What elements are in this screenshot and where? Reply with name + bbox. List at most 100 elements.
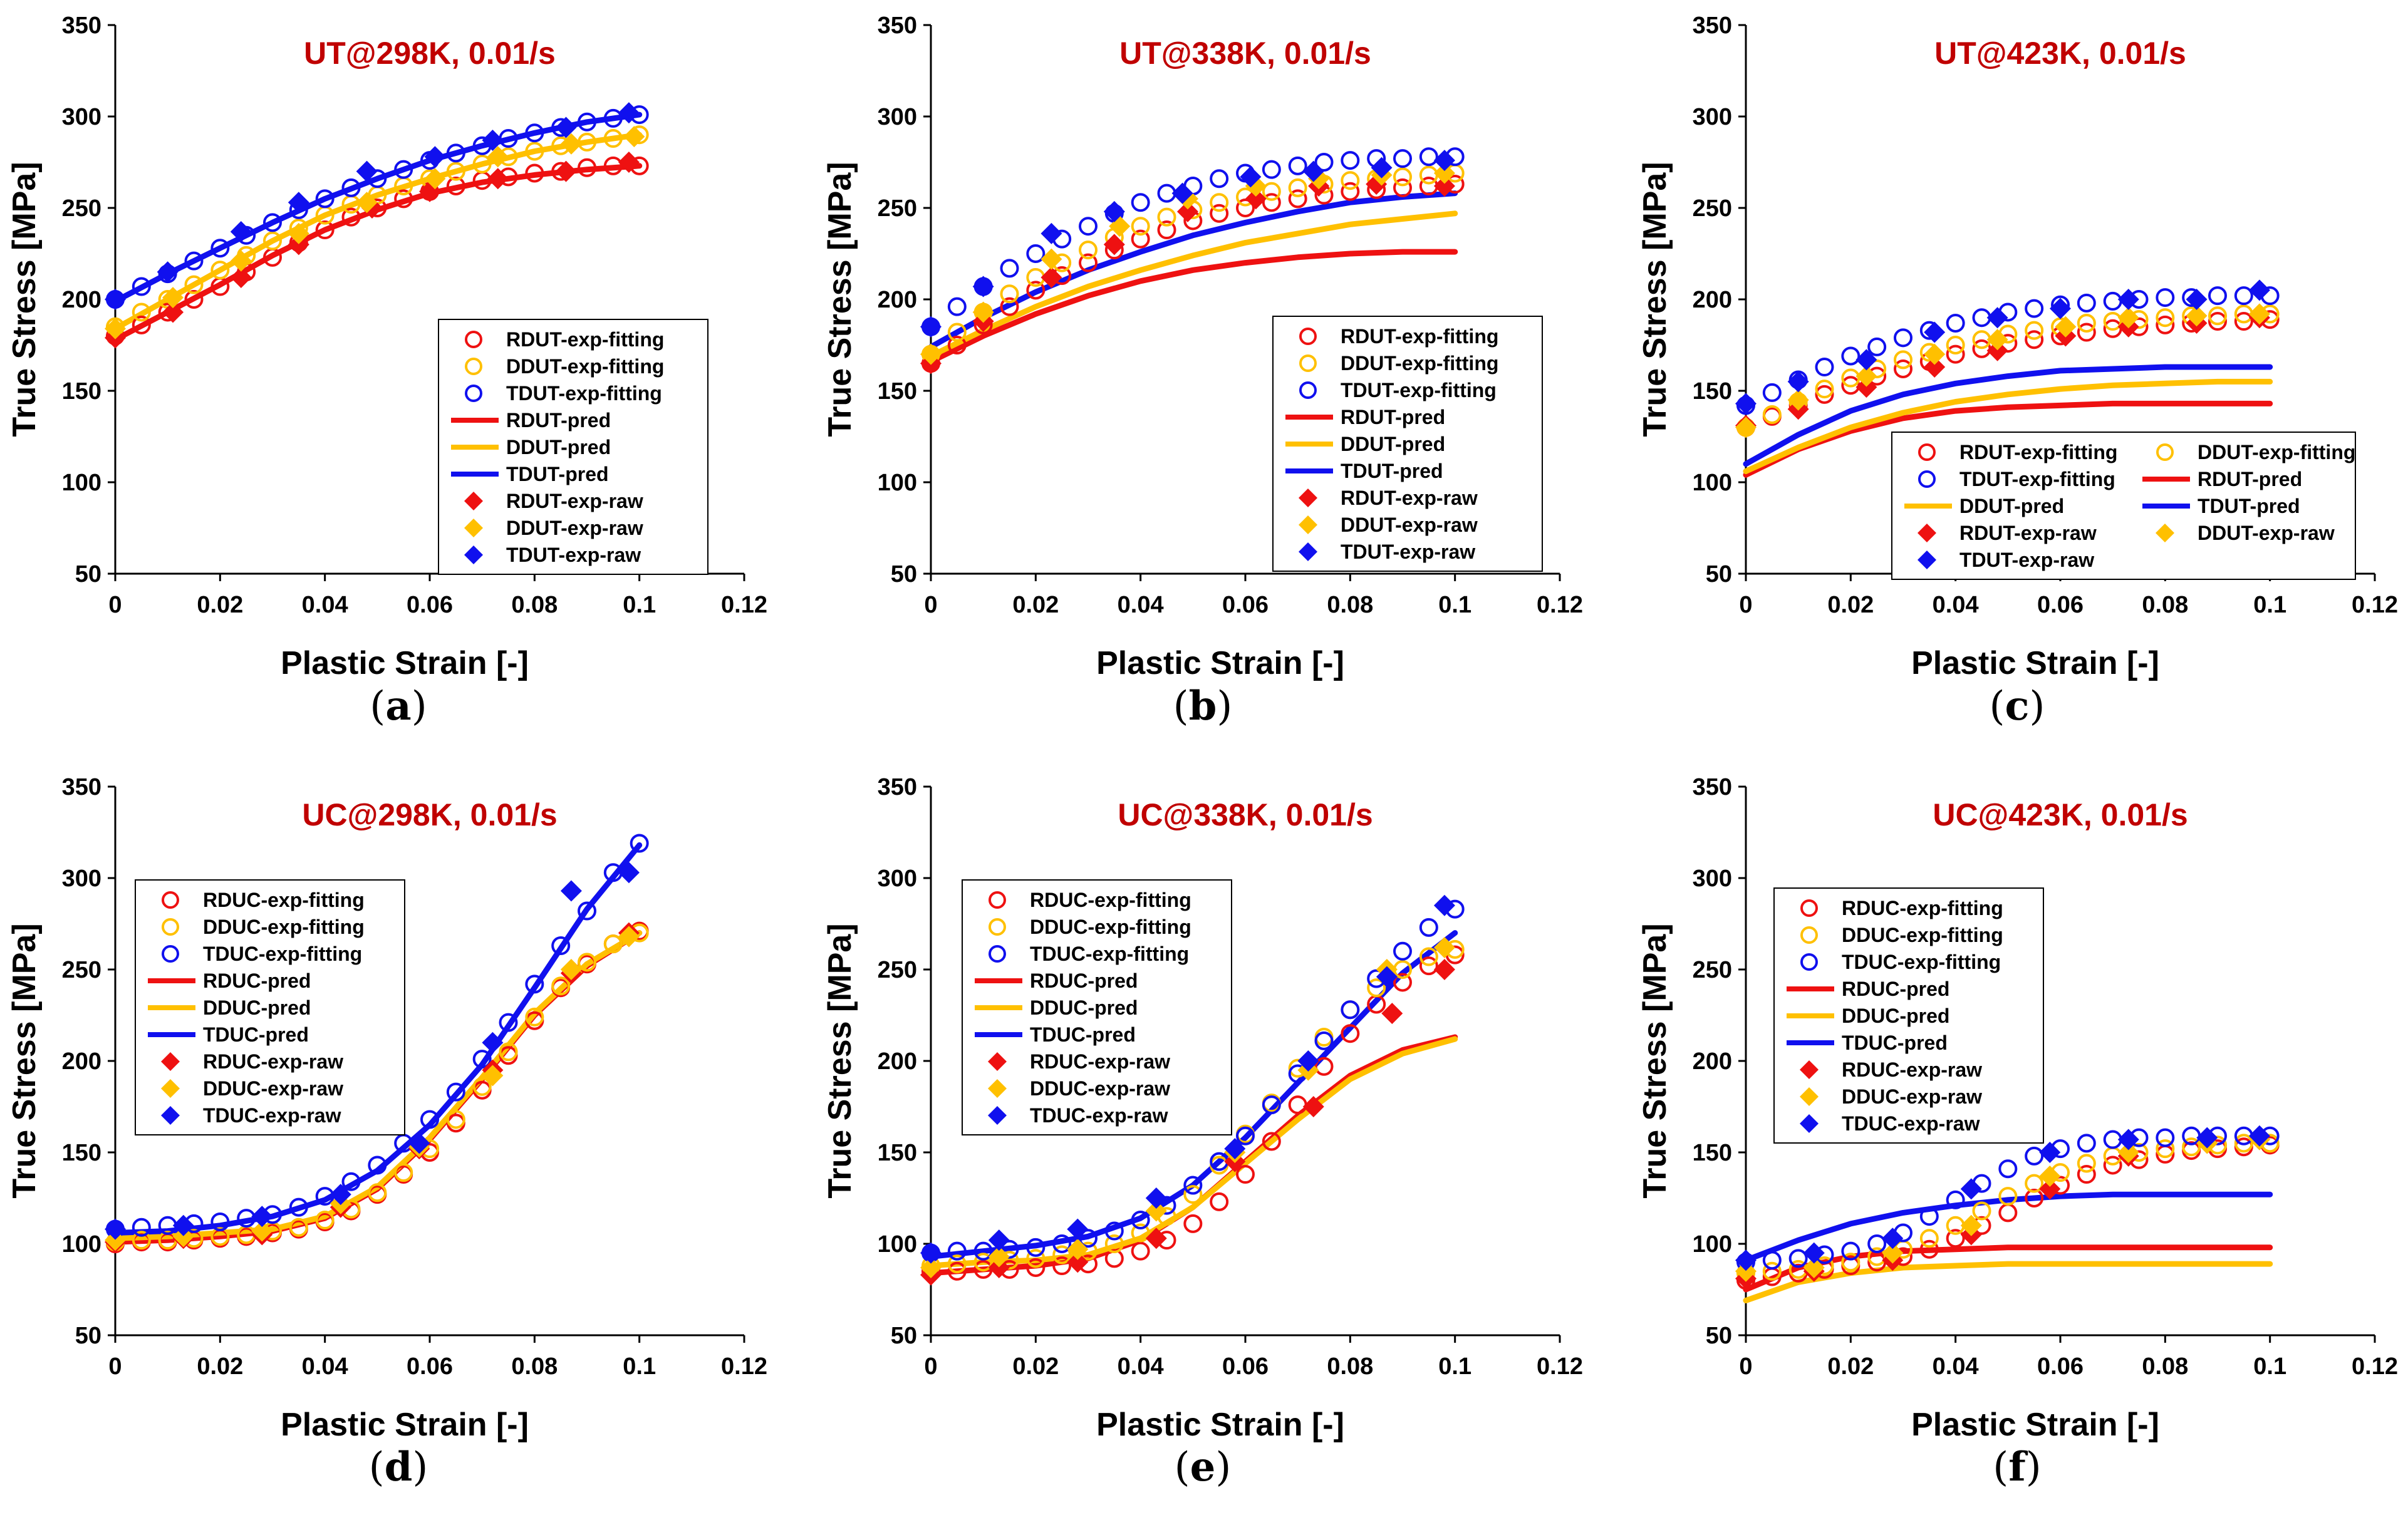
data-point-TDUT-exp-fitting xyxy=(578,112,596,132)
data-point-TDUT-exp-fitting xyxy=(2077,293,2096,313)
legend-label: RDUC-exp-raw xyxy=(1842,1058,1982,1081)
y-tick-label: 250 xyxy=(62,195,101,222)
data-point-RDUC-exp-raw xyxy=(1433,959,1455,980)
data-point-RDUT-exp-fitting xyxy=(2208,312,2227,331)
y-tick-label: 350 xyxy=(62,13,101,39)
series-line-DDUT-pred xyxy=(928,210,1458,359)
data-point-DDUC-exp-fitting xyxy=(132,1231,151,1250)
legend-label: RDUT-exp-raw xyxy=(506,490,643,512)
panel-label-b: (b) xyxy=(1173,683,1233,730)
data-point-DDUT-exp-raw xyxy=(487,146,509,168)
data-point-TDUC-exp-raw xyxy=(1882,1228,1904,1249)
x-tick-label: 0.02 xyxy=(1012,1353,1059,1380)
data-point-TDUT-exp-raw xyxy=(1433,150,1455,172)
y-tick-label: 350 xyxy=(878,13,917,39)
data-point-DDUT-exp-raw xyxy=(424,168,446,190)
chart-title: UT@338K, 0.01/s xyxy=(1119,36,1371,71)
data-point-DDUT-exp-raw xyxy=(105,318,126,339)
data-point-TDUT-exp-fitting xyxy=(132,277,151,296)
data-point-DDUC-exp-fitting xyxy=(1419,947,1438,966)
legend-label: TDUC-exp-fitting xyxy=(1842,951,2001,973)
series-line-DDUT-pred xyxy=(1743,378,2273,474)
data-point-RDUC-exp-fitting xyxy=(1314,1057,1334,1076)
legend-label: DDUC-exp-fitting xyxy=(1842,924,2003,946)
legend-label: TDUT-pred xyxy=(1341,460,1443,482)
data-point-DDUT-exp-fitting xyxy=(132,302,151,322)
x-tick-label: 0.06 xyxy=(407,592,453,618)
data-point-TDUC-exp-fitting xyxy=(2156,1128,2175,1147)
data-point-DDUC-exp-fitting xyxy=(210,1227,230,1246)
legend-label: DDUC-exp-fitting xyxy=(203,916,365,938)
data-point-RDUC-exp-fitting xyxy=(1236,1165,1255,1184)
data-point-TDUC-exp-fitting xyxy=(289,1197,308,1217)
data-point-DDUT-exp-fitting xyxy=(1419,165,1438,185)
y-tick-label: 300 xyxy=(1693,104,1732,130)
panel-label-d: (d) xyxy=(368,1444,428,1491)
y-tick-label: 150 xyxy=(62,378,101,405)
legend-label: TDUT-pred xyxy=(2198,495,2300,517)
y-tick-label: 300 xyxy=(62,104,101,130)
data-point-DDUC-exp-fitting xyxy=(499,1042,518,1062)
data-point-TDUT-exp-raw xyxy=(424,146,446,168)
data-point-TDUC-exp-fitting xyxy=(368,1156,387,1175)
data-point-RDUT-exp-raw xyxy=(1986,339,2008,361)
x-tick-label: 0.04 xyxy=(1118,592,1164,618)
data-point-RDUC-exp-fitting xyxy=(1210,1192,1229,1211)
legend-label: DDUT-pred xyxy=(1959,495,2064,517)
legend-label: TDUT-exp-fitting xyxy=(1341,379,1497,401)
legend-label: TDUT-exp-raw xyxy=(506,544,641,566)
data-point-RDUT-exp-raw xyxy=(162,301,184,323)
data-point-TDUC-exp-raw xyxy=(330,1184,351,1206)
data-point-DDUT-exp-raw xyxy=(162,287,184,309)
data-point-TDUT-exp-fitting xyxy=(1946,313,1965,333)
x-tick-label: 0.1 xyxy=(623,592,656,618)
y-tick-label: 100 xyxy=(878,1231,917,1258)
data-point-DDUC-exp-raw xyxy=(1735,1260,1757,1282)
data-point-TDUT-exp-fitting xyxy=(315,189,335,209)
legend-marker xyxy=(1299,354,1317,372)
data-point-RDUC-exp-fitting xyxy=(1919,1239,1939,1259)
data-point-TDUC-exp-fitting xyxy=(499,1013,518,1032)
legend-marker xyxy=(1918,524,1936,542)
data-point-DDUC-exp-raw xyxy=(105,1229,126,1251)
data-point-DDUT-exp-fitting xyxy=(1393,167,1412,187)
legend-label: TDUT-exp-raw xyxy=(1959,549,2094,571)
data-point-RDUT-exp-fitting xyxy=(1026,281,1046,300)
data-point-RDUT-exp-fitting xyxy=(1079,253,1098,272)
y-tick-label: 350 xyxy=(62,774,101,800)
data-point-DDUC-exp-fitting xyxy=(1998,1187,2018,1206)
data-point-TDUC-exp-raw xyxy=(482,1032,504,1053)
x-tick-label: 0.1 xyxy=(1438,1353,1471,1380)
series-line-DDUC-pred xyxy=(1743,1261,2273,1303)
x-tick-label: 0.04 xyxy=(302,1353,348,1380)
x-tick-label: 0 xyxy=(1739,1353,1752,1380)
data-point-TDUT-exp-raw xyxy=(618,102,640,124)
legend-label: TDUC-pred xyxy=(203,1023,309,1046)
data-point-TDUT-exp-raw xyxy=(920,316,942,338)
data-point-TDUT-exp-raw xyxy=(1924,321,1946,343)
data-point-DDUC-exp-raw xyxy=(1067,1238,1089,1260)
data-point-RDUT-exp-raw xyxy=(1245,188,1267,210)
data-point-TDUC-exp-raw xyxy=(1735,1249,1757,1271)
legend-label: RDUC-pred xyxy=(203,969,311,992)
y-tick-label: 350 xyxy=(1693,13,1732,39)
y-tick-label: 250 xyxy=(1693,195,1732,222)
x-tick-label: 0 xyxy=(108,1353,122,1380)
data-point-TDUT-exp-raw xyxy=(1103,200,1125,222)
data-point-RDUT-exp-fitting xyxy=(1131,229,1150,249)
x-tick-label: 0 xyxy=(1739,592,1752,618)
data-point-DDUC-exp-raw xyxy=(1145,1200,1167,1222)
data-point-RDUC-exp-fitting xyxy=(1262,1132,1281,1151)
data-point-RDUC-exp-fitting xyxy=(1131,1241,1150,1261)
y-axis-label: True Stress [MPa] xyxy=(1637,923,1673,1198)
legend-label: DDUC-exp-fitting xyxy=(1030,916,1191,938)
x-tick-label: 0.08 xyxy=(1327,1353,1373,1380)
panel-letter: c xyxy=(2005,683,2030,730)
chart-panel-f: 0 0.02 0.04 0.06 0.08 0.1 0.12 50 100 150 200 250 30… xyxy=(1637,774,2398,1443)
data-point-TDUC-exp-raw xyxy=(105,1218,126,1240)
data-point-TDUT-exp-raw xyxy=(2050,297,2071,319)
legend-label: RDUT-exp-fitting xyxy=(1341,325,1498,348)
x-tick-label: 0.12 xyxy=(2352,1353,2398,1380)
